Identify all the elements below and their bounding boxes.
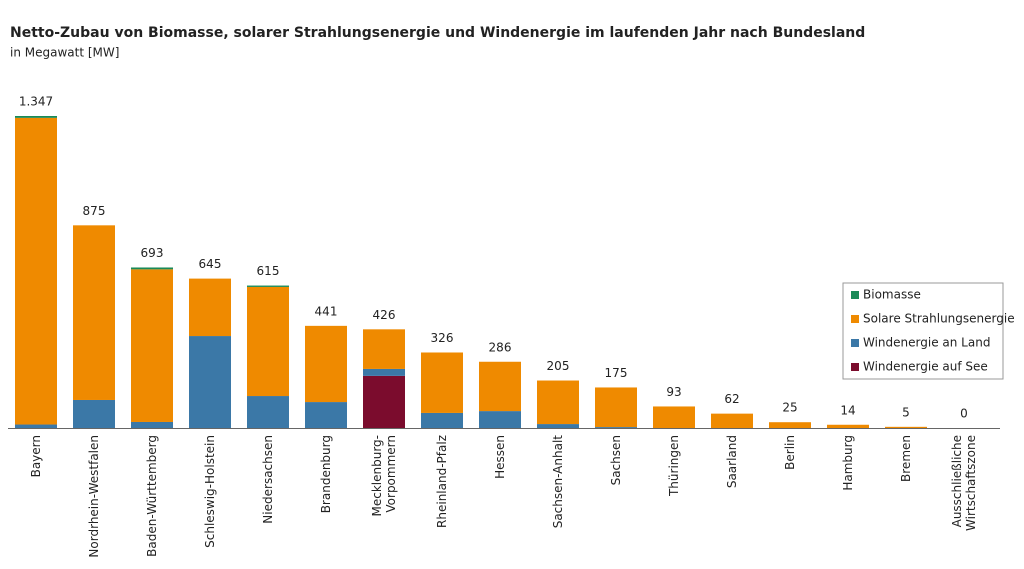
bar-segment — [827, 424, 869, 428]
total-label: 5 — [902, 405, 910, 419]
bar-segment — [421, 352, 463, 413]
total-label: 205 — [547, 359, 570, 373]
x-tick-label: Baden-Württemberg — [145, 435, 159, 557]
bar-segment — [653, 406, 695, 428]
bar-segment — [189, 278, 231, 337]
bar-segment — [247, 285, 289, 287]
bar-segment — [479, 361, 521, 412]
legend-swatch — [851, 315, 859, 323]
bar-segment — [537, 380, 579, 425]
total-label: 0 — [960, 407, 968, 421]
total-label: 645 — [199, 257, 222, 271]
x-tick-label: Sachsen-Anhalt — [551, 435, 565, 529]
bar-segment — [15, 424, 57, 428]
total-label: 615 — [257, 264, 280, 278]
total-label: 25 — [782, 401, 797, 415]
bar-segment — [769, 422, 811, 428]
x-tick-label: Saarland — [725, 435, 739, 489]
bar-segment — [73, 399, 115, 428]
legend-swatch — [851, 363, 859, 371]
bar-segment — [131, 269, 173, 422]
bar-segment — [537, 424, 579, 428]
bar-segment — [247, 396, 289, 428]
x-tick-label: Niedersachsen — [261, 435, 275, 524]
x-tick-label: Thüringen — [667, 435, 681, 497]
legend-box — [842, 282, 1004, 380]
bar-segment — [363, 375, 405, 428]
total-label: 175 — [605, 366, 628, 380]
x-tick-label: Hamburg — [841, 435, 855, 491]
legend-label: Biomasse — [863, 288, 921, 302]
total-label: 441 — [315, 304, 338, 318]
x-tick-label: Hessen — [493, 435, 507, 479]
bar-segment — [711, 413, 753, 428]
bar-segment — [305, 402, 347, 428]
total-label: 93 — [666, 385, 681, 399]
x-tick-label: Rheinland-Pfalz — [435, 435, 449, 528]
bar-segment — [305, 325, 347, 403]
bar-segment — [15, 116, 57, 118]
total-label: 875 — [83, 204, 106, 218]
bar-segment — [595, 387, 637, 428]
x-tick-label: Bayern — [29, 435, 43, 478]
total-label: 426 — [373, 308, 396, 322]
total-label: 693 — [141, 246, 164, 260]
bar-segment — [131, 267, 173, 270]
bar-segment — [189, 336, 231, 428]
legend-swatch — [851, 291, 859, 299]
bar-segment — [15, 117, 57, 425]
chart-title: Netto-Zubau von Biomasse, solarer Strahl… — [10, 25, 865, 41]
legend-label: Windenergie an Land — [863, 336, 990, 350]
bar-segment — [479, 411, 521, 428]
bar-segment — [421, 412, 463, 428]
x-tick-label: Nordrhein-Westfalen — [87, 435, 101, 558]
legend-label: Solare Strahlungsenergie — [863, 312, 1015, 326]
x-tick-label: Sachsen — [609, 435, 623, 486]
x-tick-label: Mecklenburg- Vorpommern — [370, 435, 398, 517]
chart-subtitle: in Megawatt [MW] — [10, 46, 119, 60]
x-tick-label: Brandenburg — [319, 435, 333, 514]
bar-segment — [247, 286, 289, 397]
total-label: 62 — [724, 392, 739, 406]
bar-segment — [363, 368, 405, 376]
legend-swatch — [851, 339, 859, 347]
total-label: 286 — [489, 340, 512, 354]
bar-segment — [595, 427, 637, 428]
x-tick-label: Ausschließliche Wirtschaftszone — [950, 435, 978, 531]
x-tick-label: Berlin — [783, 435, 797, 470]
legend-label: Windenergie auf See — [863, 360, 988, 374]
x-tick-label: Bremen — [899, 435, 913, 482]
total-label: 14 — [840, 403, 855, 417]
total-label: 326 — [431, 331, 454, 345]
bar-segment — [131, 421, 173, 428]
bar-segment — [363, 329, 405, 369]
x-tick-label: Schleswig-Holstein — [203, 435, 217, 548]
bar-segment — [885, 426, 927, 428]
bar-segment — [73, 225, 115, 400]
total-label: 1.347 — [19, 95, 53, 109]
